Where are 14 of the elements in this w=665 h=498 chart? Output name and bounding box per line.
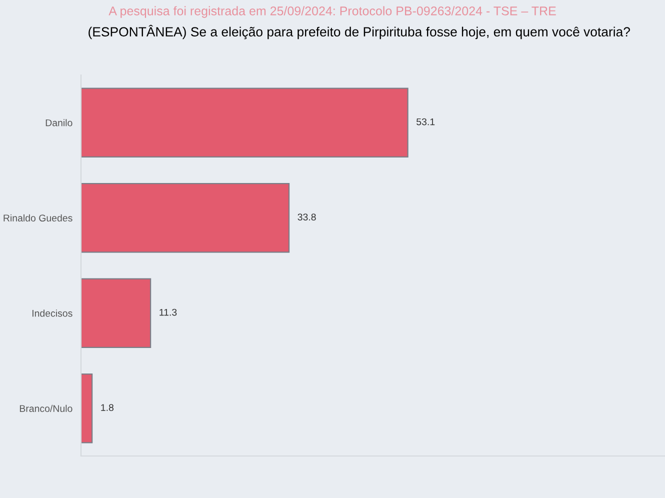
data-label: 53.1 (416, 118, 435, 126)
y-tick-label: Danilo (46, 119, 72, 126)
bar (81, 374, 93, 444)
chart-subtitle: A pesquisa foi registrada em 25/09/2024: Protocolo PB-09263/2024 - TSE – TRE (108, 6, 556, 18)
data-label: 1.8 (101, 404, 114, 411)
bar (81, 278, 152, 348)
bar (81, 88, 408, 158)
y-tick-label: Branco/Nulo (20, 404, 72, 412)
chart-title: (ESPONTÂNEA) Se a eleição para prefeito de Pirpirituba fosse hoje, em quem você votaria? (88, 24, 630, 40)
y-tick-label: Indecisos (32, 310, 72, 317)
data-label: 33.8 (298, 214, 316, 220)
bar (81, 183, 290, 253)
y-tick-label: Rinaldo Guedes (4, 214, 72, 222)
data-label: 11.3 (160, 308, 177, 316)
